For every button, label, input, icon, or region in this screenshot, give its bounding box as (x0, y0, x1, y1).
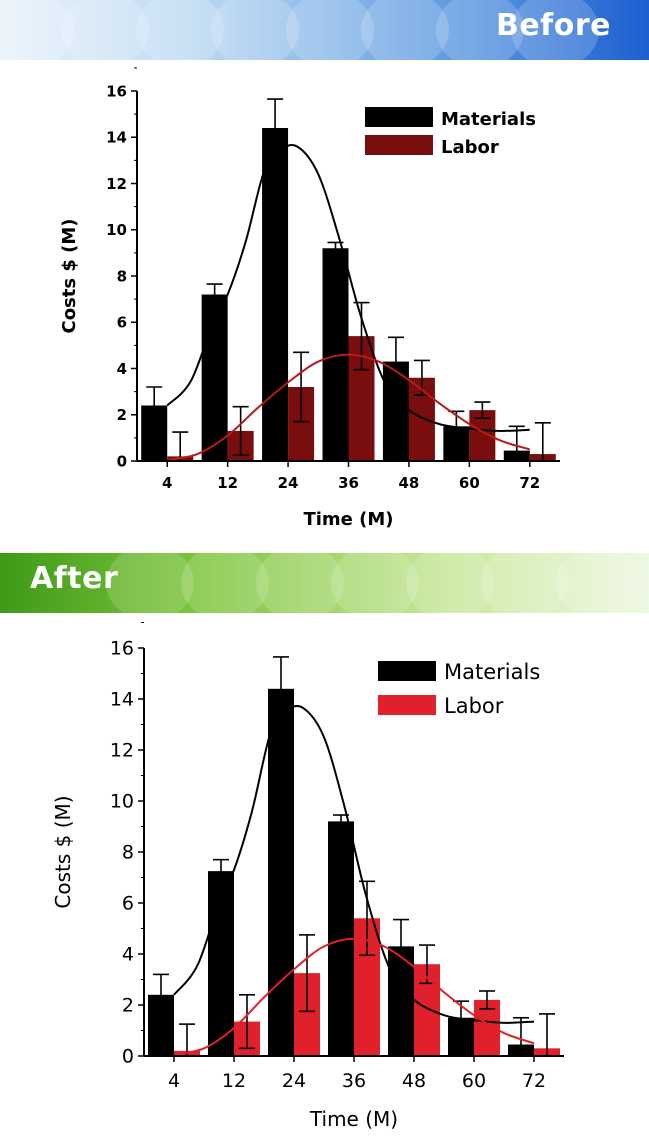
error-bar-labor-12 (232, 405, 249, 457)
x-tick-label: 60 (462, 1070, 486, 1092)
after-title: After (30, 561, 119, 596)
x-tick-label: 48 (402, 1070, 426, 1092)
before-title: Before (495, 8, 611, 43)
y-tick-label: 10 (110, 791, 134, 813)
error-bar-materials-4 (146, 386, 163, 425)
y-tick-label: 8 (122, 842, 134, 864)
y-tick-label: 2 (117, 406, 127, 424)
trend-curve-labor (173, 937, 535, 1056)
legend-label-materials: Materials (441, 109, 536, 130)
x-tick-label: 48 (398, 474, 419, 492)
error-bar-labor-60 (474, 401, 491, 420)
x-tick-label: 12 (222, 1070, 246, 1092)
error-bar-labor-12 (239, 993, 255, 1050)
x-tick-label: 60 (459, 474, 480, 492)
legend-swatch-labor (378, 695, 436, 715)
x-tick-label: 36 (338, 474, 359, 492)
legend-swatch-materials (378, 661, 436, 681)
x-axis-label: Time (M) (303, 509, 393, 530)
y-tick-label: 2 (122, 995, 134, 1017)
error-bar-labor-60 (479, 990, 495, 1010)
legend-label-materials: Materials (444, 660, 540, 684)
error-bar-materials-24 (267, 98, 284, 158)
y-tick-label: 16 (110, 638, 134, 660)
y-axis-label: Costs $ (M) (51, 795, 75, 908)
error-bar-materials-48 (393, 918, 409, 974)
after-banner: After (0, 553, 649, 613)
x-tick-label: 72 (522, 1070, 546, 1092)
banner-decoration (106, 553, 644, 613)
error-bar-materials-48 (387, 336, 404, 387)
bar-materials-12 (208, 871, 234, 1056)
y-tick-label: 6 (122, 893, 134, 915)
y-tick-label: 0 (122, 1046, 134, 1068)
x-axis-label: Time (M) (309, 1107, 398, 1131)
x-tick-label: 24 (282, 1070, 306, 1092)
y-tick-label: 10 (106, 221, 127, 239)
y-tick-label: 14 (110, 689, 134, 711)
error-bar-materials-12 (206, 283, 223, 306)
y-tick-label: 16 (106, 82, 127, 100)
banner-decoration (0, 0, 599, 60)
y-tick-label: 12 (106, 175, 127, 193)
y-tick-label: 4 (117, 360, 127, 378)
legend-label-labor: Labor (444, 694, 504, 718)
error-bar-materials-4 (153, 973, 169, 1017)
x-tick-label: 36 (342, 1070, 366, 1092)
x-tick-label: 24 (278, 474, 299, 492)
y-tick-label: 0 (117, 452, 127, 470)
y-axis-label: Costs $ (M) (59, 218, 80, 333)
y-tick-label: 12 (110, 740, 134, 762)
trend-curve-materials (173, 705, 535, 1024)
x-tick-label: 4 (168, 1070, 180, 1092)
legend-label-labor: Labor (441, 137, 499, 158)
y-tick-label: 8 (117, 267, 127, 285)
trend-curve-materials (166, 144, 530, 432)
legend-swatch-labor (365, 135, 433, 155)
before-banner: Before (0, 0, 649, 60)
error-bar-labor-24 (299, 934, 315, 1013)
bar-materials-24 (268, 688, 294, 1056)
bar-materials-24 (262, 128, 289, 461)
y-tick-label: 4 (122, 944, 134, 966)
bar-materials-12 (201, 294, 228, 461)
x-tick-label: 4 (162, 474, 172, 492)
legend-swatch-materials (365, 107, 433, 127)
y-tick-label: 14 (106, 129, 127, 147)
error-bar-labor-24 (293, 351, 310, 423)
x-tick-label: 12 (217, 474, 238, 492)
x-tick-label: 72 (519, 474, 540, 492)
trend-curve-labor (167, 353, 531, 461)
y-tick-label: 6 (117, 314, 127, 332)
